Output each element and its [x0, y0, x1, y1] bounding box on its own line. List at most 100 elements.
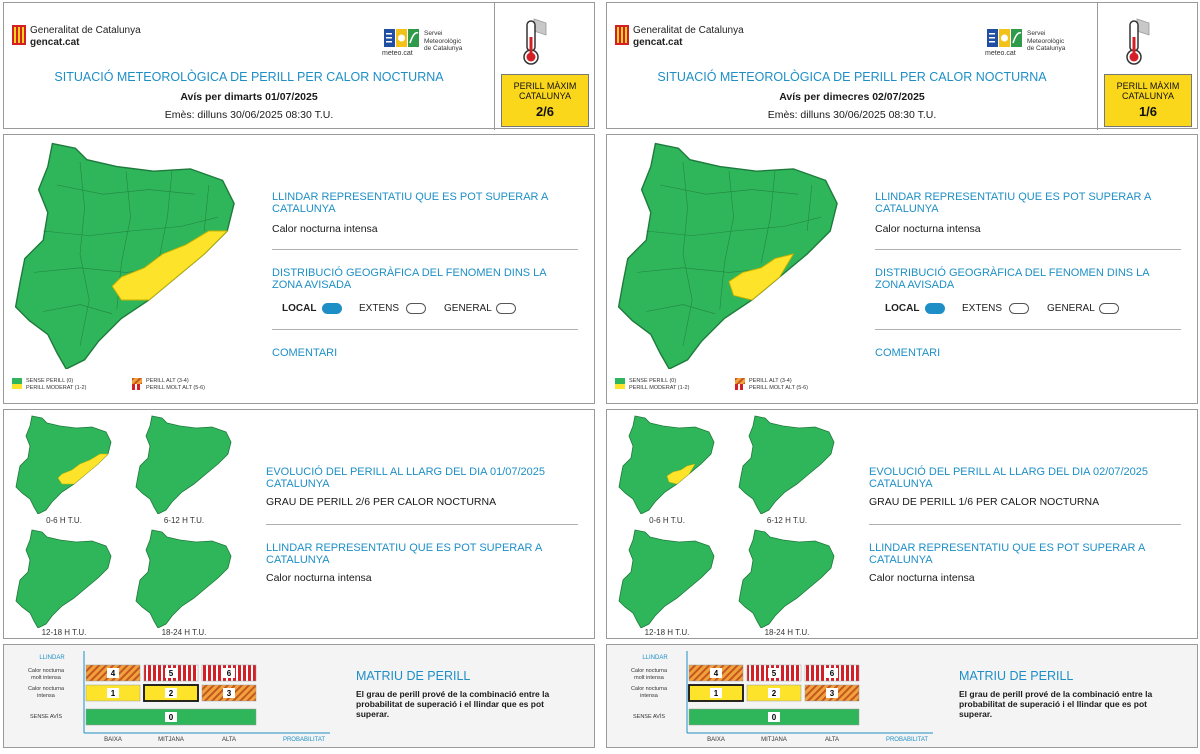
divider: [875, 249, 1181, 250]
matrix-llindar-label: LLINDAR: [39, 655, 65, 661]
option-general-radio[interactable]: [1099, 303, 1119, 314]
option-extens-label: EXTENS: [359, 303, 400, 314]
max-danger-label: PERILL MÀXIM: [513, 81, 577, 91]
option-general-radio[interactable]: [496, 303, 516, 314]
danger-matrix-panel: LLINDAR Calor nocturna molt intensa Calo…: [606, 644, 1198, 748]
svg-text:3: 3: [830, 689, 835, 698]
svg-text:6: 6: [227, 669, 232, 678]
map-legend: SENSE PERILL (0) PERILL MODERAT (1-2) PE…: [12, 378, 252, 400]
llindar-value: Calor nocturna intensa: [266, 572, 372, 584]
meteocat-name: meteo.cat: [985, 50, 1016, 57]
header-divider: [1097, 3, 1098, 130]
svg-text:3: 3: [227, 689, 232, 698]
period-label: 0-6 H T.U.: [649, 516, 685, 525]
legend-none: SENSE PERILL (0): [26, 378, 74, 384]
distribucio-title: DISTRIBUCIÓ GEOGRÀFICA DEL FENOMEN DINS …: [875, 267, 1150, 291]
svg-text:BAIXA: BAIXA: [707, 737, 725, 743]
gencat-site[interactable]: gencat.cat: [633, 37, 683, 48]
gencat-site[interactable]: gencat.cat: [30, 37, 80, 48]
servei-meteorologic: Servei Meteorològic de Catalunya: [424, 30, 463, 52]
option-local-radio[interactable]: [322, 303, 342, 314]
llindar-title: LLINDAR REPRESENTATIU QUE ES POT SUPERAR…: [266, 542, 542, 566]
generalitat-logo: [615, 25, 629, 45]
legend-swatch-very-high: [132, 384, 142, 390]
max-danger-region: CATALUNYA: [1121, 91, 1174, 101]
matrix-title: MATRIU DE PERILL: [356, 669, 471, 683]
option-extens-radio[interactable]: [406, 303, 426, 314]
legend-very-high: PERILL MOLT ALT (5-6): [749, 385, 808, 391]
period-label: 18-24 H T.U.: [764, 628, 810, 637]
period-label: 12-18 H T.U.: [644, 628, 690, 637]
servei-meteorologic: Servei Meteorològic de Catalunya: [1027, 30, 1066, 52]
meteocat-logo: [987, 29, 1022, 47]
legend-high: PERILL ALT (3-4): [146, 378, 189, 384]
matrix-description: El grau de perill prové de la combinació…: [959, 689, 1153, 719]
divider: [272, 329, 578, 330]
svg-text:SENSE AVÍS: SENSE AVÍS: [30, 713, 62, 720]
danger-matrix: LLINDAR Calor nocturna molt intensa Calo…: [28, 651, 330, 743]
map-period-18-24: [135, 529, 232, 628]
legend-swatch-moderate: [615, 384, 625, 389]
divider: [266, 524, 578, 525]
map-period-18-24: [738, 529, 835, 628]
danger-matrix: LLINDAR Calor nocturna molt intensa Calo…: [631, 651, 933, 743]
max-danger-level: 2/6: [535, 104, 555, 119]
svg-text:BAIXA: BAIXA: [104, 737, 122, 743]
period-label: 18-24 H T.U.: [161, 628, 207, 637]
svg-text:intensa: intensa: [640, 693, 659, 699]
svg-text:Calor nocturna: Calor nocturna: [28, 686, 65, 692]
max-danger-badge: PERILL MÀXIM CATALUNYA 1/6: [1104, 74, 1192, 127]
map-legend: SENSE PERILL (0) PERILL MODERAT (1-2) PE…: [615, 378, 855, 400]
issued-date: Emès: dilluns 30/06/2025 08:30 T.U.: [767, 109, 937, 121]
svg-text:2: 2: [772, 689, 777, 698]
svg-text:SENSE AVÍS: SENSE AVÍS: [633, 713, 665, 720]
catalonia-danger-map: [14, 142, 235, 369]
grade-text: GRAU DE PERILL 1/6 PER CALOR NOCTURNA: [869, 496, 1100, 508]
svg-text:ALTA: ALTA: [222, 737, 236, 743]
legend-swatch-none: [615, 378, 625, 388]
max-danger-level: 1/6: [1138, 104, 1158, 119]
option-general-label: GENERAL: [444, 303, 492, 314]
llindar-title: LLINDAR REPRESENTATIU QUE ES POT SUPERAR…: [272, 191, 548, 215]
page-title: SITUACIÓ METEOROLÒGICA DE PERILL PER CAL…: [54, 70, 444, 84]
map-period-12-18: [15, 529, 112, 628]
svg-text:Calor nocturna: Calor nocturna: [28, 668, 65, 674]
divider: [272, 249, 578, 250]
legend-swatch-high: [735, 378, 745, 388]
danger-matrix-panel: LLINDAR Calor nocturna molt intensa Calo…: [3, 644, 595, 748]
option-local-label: LOCAL: [885, 303, 920, 314]
avis-date: Avís per dimecres 02/07/2025: [779, 91, 925, 103]
svg-text:2: 2: [169, 689, 174, 698]
map-period-0-6: [15, 415, 112, 514]
max-danger-region: CATALUNYA: [518, 91, 571, 101]
map-period-6-12: [738, 415, 835, 514]
legend-moderate: PERILL MODERAT (1-2): [629, 385, 690, 391]
map-period-0-6: [618, 415, 715, 514]
legend-none: SENSE PERILL (0): [629, 378, 677, 384]
svg-text:4: 4: [111, 669, 116, 678]
generalitat-logo: [12, 25, 26, 45]
map-period-6-12: [135, 415, 232, 514]
option-extens-radio[interactable]: [1009, 303, 1029, 314]
danger-map-panel: SENSE PERILL (0) PERILL MODERAT (1-2) PE…: [606, 134, 1198, 404]
legend-swatch-high: [132, 378, 142, 388]
catalonia-region: [14, 142, 235, 369]
comentari-title: COMENTARI: [875, 347, 941, 359]
svg-text:molt intensa: molt intensa: [31, 675, 62, 681]
grade-text: GRAU DE PERILL 2/6 PER CALOR NOCTURNA: [266, 496, 497, 508]
avis-date: Avís per dimarts 01/07/2025: [180, 91, 318, 103]
period-label: 12-18 H T.U.: [41, 628, 87, 637]
meteocat-logo: [384, 29, 419, 47]
option-general-label: GENERAL: [1047, 303, 1095, 314]
legend-swatch-very-high: [735, 384, 745, 390]
catalonia-danger-map: [617, 142, 838, 369]
bulletin-header: Generalitat de Catalunya gencat.cat mete…: [606, 2, 1198, 130]
option-local-radio[interactable]: [925, 303, 945, 314]
svg-text:6: 6: [830, 669, 835, 678]
svg-text:0: 0: [772, 713, 777, 722]
period-label: 6-12 H T.U.: [163, 516, 205, 525]
matrix-description: El grau de perill prové de la combinació…: [356, 689, 550, 719]
thermometer-icon: [1126, 18, 1150, 65]
matrix-title: MATRIU DE PERILL: [959, 669, 1074, 683]
option-local-label: LOCAL: [282, 303, 317, 314]
